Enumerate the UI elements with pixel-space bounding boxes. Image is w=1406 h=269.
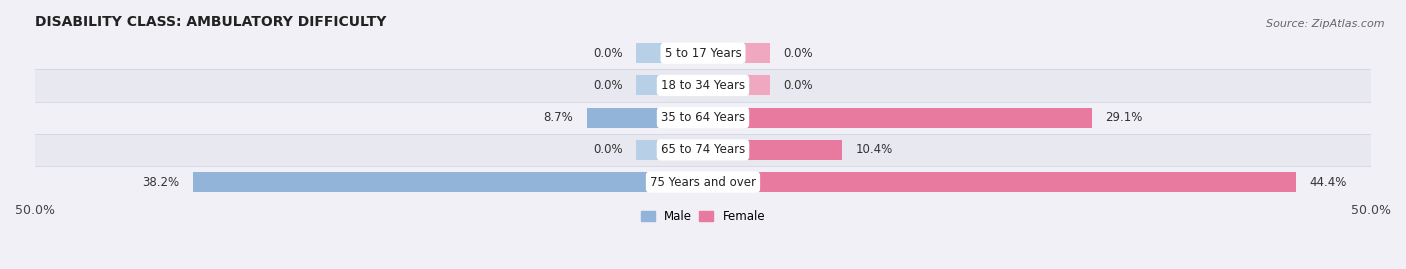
Text: 44.4%: 44.4% — [1309, 176, 1347, 189]
Bar — [703, 172, 1296, 192]
Bar — [636, 140, 703, 160]
Bar — [586, 108, 703, 128]
Text: 5 to 17 Years: 5 to 17 Years — [665, 47, 741, 60]
Text: 29.1%: 29.1% — [1105, 111, 1143, 124]
Bar — [35, 69, 1371, 101]
Text: 18 to 34 Years: 18 to 34 Years — [661, 79, 745, 92]
Bar — [703, 43, 770, 63]
Text: 10.4%: 10.4% — [855, 143, 893, 156]
Text: Source: ZipAtlas.com: Source: ZipAtlas.com — [1267, 19, 1385, 29]
Text: 0.0%: 0.0% — [783, 79, 813, 92]
Bar — [35, 166, 1371, 198]
Text: 38.2%: 38.2% — [142, 176, 180, 189]
Text: 75 Years and over: 75 Years and over — [650, 176, 756, 189]
Bar — [703, 75, 770, 95]
Bar — [35, 101, 1371, 134]
Bar — [703, 140, 842, 160]
Bar — [193, 172, 703, 192]
Text: 8.7%: 8.7% — [544, 111, 574, 124]
Bar — [636, 43, 703, 63]
Text: 65 to 74 Years: 65 to 74 Years — [661, 143, 745, 156]
Bar — [35, 134, 1371, 166]
Bar — [35, 37, 1371, 69]
Text: DISABILITY CLASS: AMBULATORY DIFFICULTY: DISABILITY CLASS: AMBULATORY DIFFICULTY — [35, 15, 387, 29]
Bar — [636, 75, 703, 95]
Text: 0.0%: 0.0% — [783, 47, 813, 60]
Text: 0.0%: 0.0% — [593, 79, 623, 92]
Text: 35 to 64 Years: 35 to 64 Years — [661, 111, 745, 124]
Text: 0.0%: 0.0% — [593, 47, 623, 60]
Legend: Male, Female: Male, Female — [636, 205, 770, 228]
Text: 0.0%: 0.0% — [593, 143, 623, 156]
Bar — [703, 108, 1092, 128]
